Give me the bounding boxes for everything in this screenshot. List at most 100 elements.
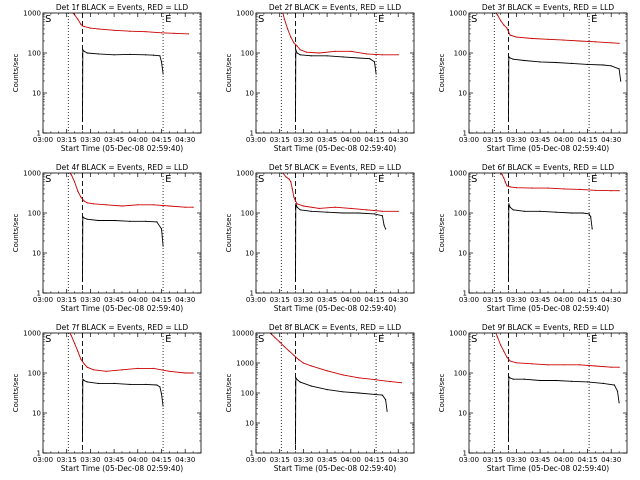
events-rate-point [571,62,573,64]
events-rate-line [295,376,388,445]
events-rate-point [160,228,163,230]
lld-rate-point [515,36,518,38]
plot-frame [42,172,202,294]
y-tick-label: 1000 [23,170,41,178]
x-axis-label: Start Time (05-Dec-08 02:59:40) [274,304,396,313]
x-tick-label: 03:30 [293,456,313,464]
lld-rate-point [563,364,565,366]
lld-rate-point [334,50,336,52]
panel-title: Det 5f BLACK = Events, RED = LLD [269,163,402,172]
lld-rate-point [531,363,533,365]
events-rate-point [162,245,164,247]
events-rate-point [296,206,298,208]
lld-rate-point [503,24,505,26]
lld-rate-point [296,203,298,205]
lld-rate-point [137,367,139,369]
events-rate-point [159,55,161,57]
events-rate-point [83,217,85,219]
lld-rate-line [69,333,194,374]
events-rate-point [294,443,297,445]
x-tick-label: 04:00 [341,136,361,144]
y-tick-label: 100 [454,370,467,378]
events-rate-point [385,228,387,230]
x-tick-label: 04:15 [151,136,171,144]
y-tick-label: 1 [250,450,254,458]
lld-rate-point [77,18,79,20]
x-tick-label: 03:30 [293,296,313,304]
y-tick-label: 10 [245,250,254,258]
events-rate-point [616,390,619,392]
panel-title: Det 6f BLACK = Events, RED = LLD [482,163,615,172]
x-tick-label: 03:45 [104,136,124,144]
events-rate-point [571,380,573,382]
y-tick-label: 1 [37,130,41,138]
events-rate-point [129,53,131,56]
y-tick-label: 10 [32,250,41,258]
events-rate-point [602,64,604,66]
events-rate-point [512,209,514,211]
y-tick-label: 1 [463,130,467,138]
events-rate-point [294,280,297,282]
x-axis-label: Start Time (05-Dec-08 02:59:40) [274,464,396,473]
events-rate-point [113,382,115,384]
end-marker-label: E [378,14,384,25]
lld-rate-point [74,342,76,344]
events-rate-point [86,381,88,383]
lld-rate-point [93,203,95,205]
y-tick-label: 1000 [449,170,467,178]
lld-rate-point [381,54,383,56]
lld-rate-point [500,344,502,346]
events-rate-point [555,379,557,382]
y-tick-label: 100 [454,50,467,58]
events-rate-point [358,392,360,394]
lld-rate-point [70,335,72,337]
x-tick-label: 03:30 [80,296,100,304]
lld-rate-line [500,173,620,192]
lld-rate-point [83,200,85,202]
events-rate-point [97,53,99,55]
x-tick-label: 03:30 [80,136,100,144]
lld-rate-point [547,364,549,366]
y-tick-label: 10 [245,420,254,428]
end-marker-label: E [165,14,171,25]
lld-rate-point [400,382,402,384]
events-rate-point [82,216,84,218]
lld-rate-point [77,190,79,192]
x-tick-label: 04:30 [601,296,621,304]
lld-rate-point [326,370,328,372]
lld-rate-point [506,356,508,358]
x-tick-label: 04:30 [388,136,408,144]
events-rate-point [590,216,592,218]
lld-rate-point [293,42,295,44]
lld-rate-point [298,359,300,361]
events-rate-line [295,49,377,122]
plot-frame [42,332,202,454]
panel-title: Det 4f BLACK = Events, RED = LLD [56,163,189,172]
x-tick-label: 03:30 [506,136,526,144]
events-rate-point [296,52,298,54]
y-tick-label: 1000 [236,170,254,178]
lld-rate-point [290,36,292,38]
y-tick-label: 100 [28,370,41,378]
lld-rate-point [121,369,123,371]
x-tick-label: 04:30 [601,136,621,144]
events-rate-point [555,61,557,64]
lld-rate-point [279,341,281,343]
start-marker-label: S [471,174,477,185]
end-marker-label: E [591,174,597,185]
events-rate-point [386,410,388,412]
events-rate-point [512,58,514,60]
lld-rate-point [80,196,82,198]
lld-rate-point [547,38,549,40]
lld-rate-point [184,206,186,208]
x-axis-label: Start Time (05-Dec-08 02:59:40) [487,304,609,313]
y-axis-label: Counts/sec [438,54,446,93]
lld-rate-point [318,207,320,209]
events-rate-point [618,402,620,404]
events-rate-point [81,120,84,122]
lld-rate-point [290,181,292,183]
lld-rate-point [496,336,498,338]
y-axis-label: Counts/sec [438,214,446,253]
lld-rate-point [129,30,131,32]
y-tick-label: 10 [458,410,467,418]
